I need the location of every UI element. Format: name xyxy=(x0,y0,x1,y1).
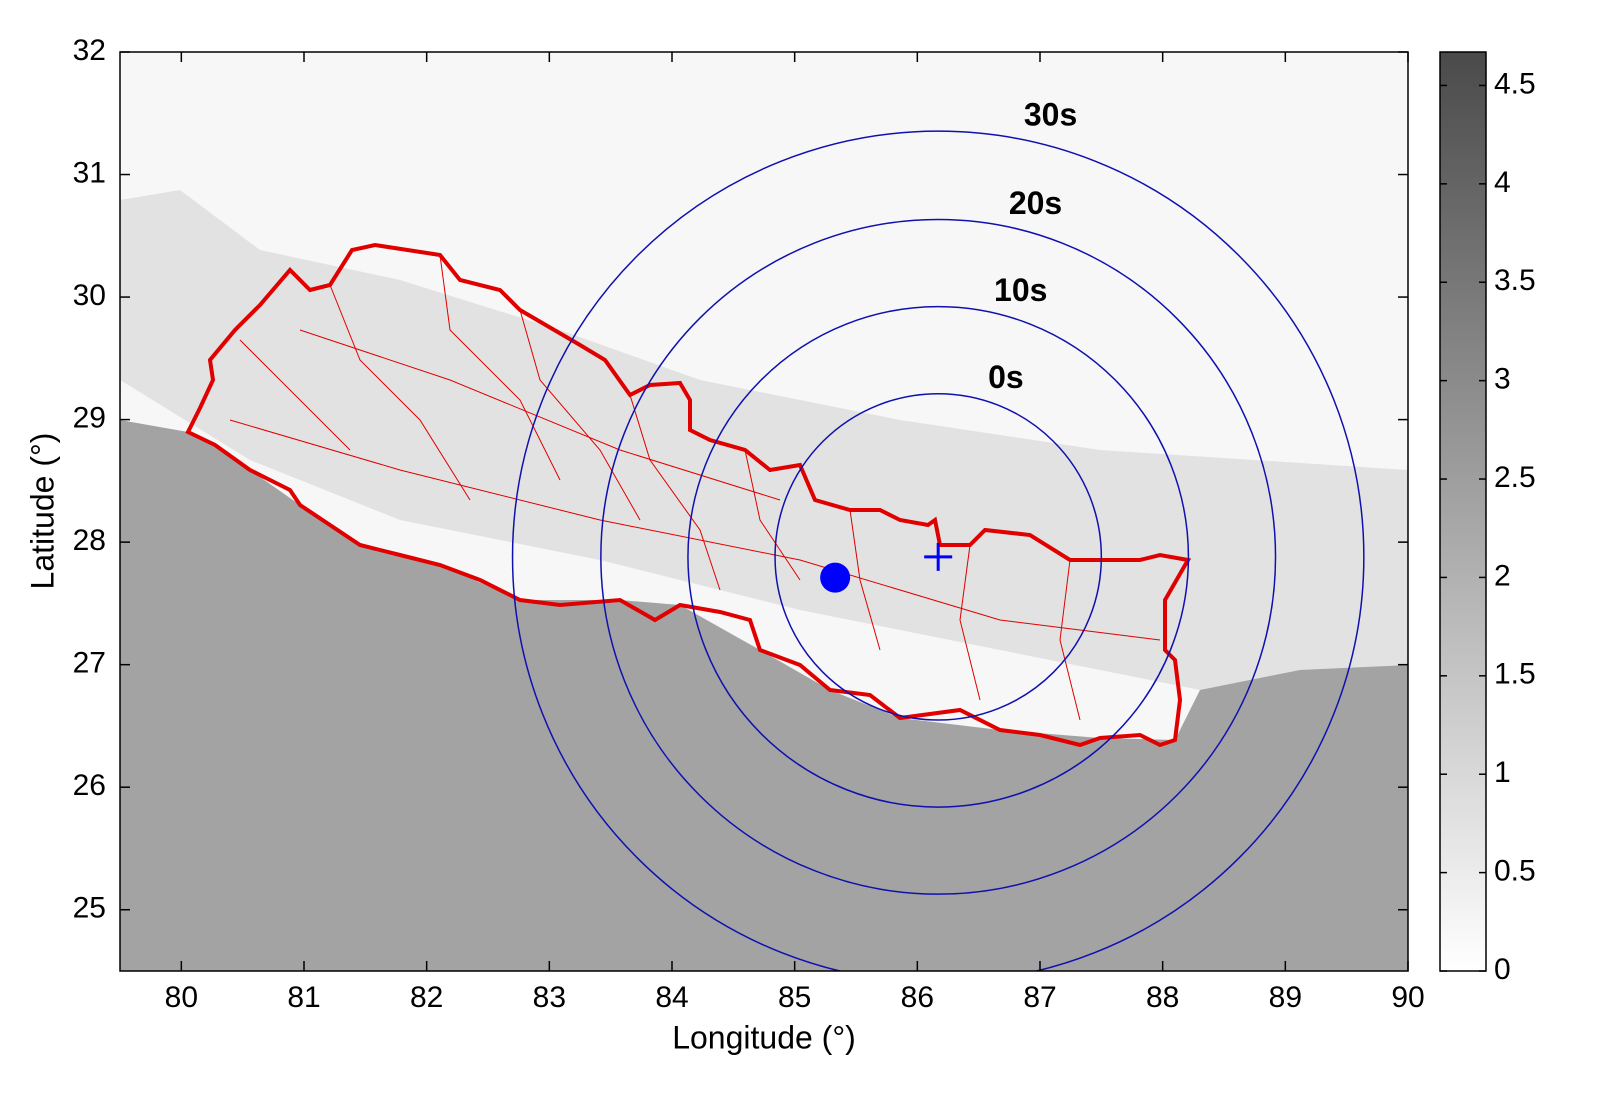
x-tick-label: 82 xyxy=(410,981,443,1014)
travel-time-ring xyxy=(511,130,1365,971)
colorbar-tick-label: 3 xyxy=(1494,363,1511,396)
travel-time-ring xyxy=(774,392,1103,721)
x-tick-label: 85 xyxy=(778,981,811,1014)
colorbar-tick-label: 2 xyxy=(1494,559,1511,592)
x-tick-label: 84 xyxy=(655,981,688,1014)
colorbar-tick-label: 0.5 xyxy=(1494,855,1536,888)
district-lines xyxy=(229,254,1161,721)
ring-label: 30s xyxy=(1024,97,1077,133)
x-tick-label: 87 xyxy=(1023,981,1056,1014)
x-tick-label: 80 xyxy=(165,981,198,1014)
colorbar-tick-label: 3.5 xyxy=(1494,264,1536,297)
y-tick-label: 25 xyxy=(73,892,106,925)
x-tick-label: 86 xyxy=(901,981,934,1014)
travel-time-ring xyxy=(687,305,1190,808)
colorbar-tick-label: 2.5 xyxy=(1494,461,1536,494)
plot-frame xyxy=(119,51,1409,972)
x-tick-label: 89 xyxy=(1269,981,1302,1014)
y-tick-label: 28 xyxy=(73,524,106,557)
y-tick-label: 32 xyxy=(73,34,106,67)
colorbar-tick-label: 4 xyxy=(1494,166,1511,199)
y-tick-label: 30 xyxy=(73,279,106,312)
colorbar-tick-label: 1.5 xyxy=(1494,658,1536,691)
x-axis-label: Longitude (°) xyxy=(672,1019,856,1055)
nepal-border xyxy=(185,242,1192,748)
ring-label: 10s xyxy=(994,272,1047,308)
x-tick-label: 90 xyxy=(1391,981,1424,1014)
y-tick-label: 31 xyxy=(73,156,106,189)
colorbar-tick-label: 4.5 xyxy=(1494,67,1536,100)
station-marker xyxy=(924,542,953,571)
y-tick-label: 29 xyxy=(73,402,106,435)
x-tick-label: 83 xyxy=(533,981,566,1014)
ring-label: 20s xyxy=(1009,185,1062,221)
y-tick-label: 27 xyxy=(73,647,106,680)
y-tick-label: 26 xyxy=(73,769,106,802)
terrain xyxy=(120,52,1408,971)
x-tick-label: 88 xyxy=(1146,981,1179,1014)
travel-time-ring xyxy=(600,218,1277,895)
colorbar-tick-label: 0 xyxy=(1494,953,1511,986)
colorbar xyxy=(1439,51,1487,972)
colorbar-tick-label: 1 xyxy=(1494,756,1511,789)
epicenter xyxy=(820,562,851,593)
x-tick-label: 81 xyxy=(287,981,320,1014)
ring-label: 0s xyxy=(988,359,1024,395)
y-axis-label: Latitude (°) xyxy=(24,433,60,590)
